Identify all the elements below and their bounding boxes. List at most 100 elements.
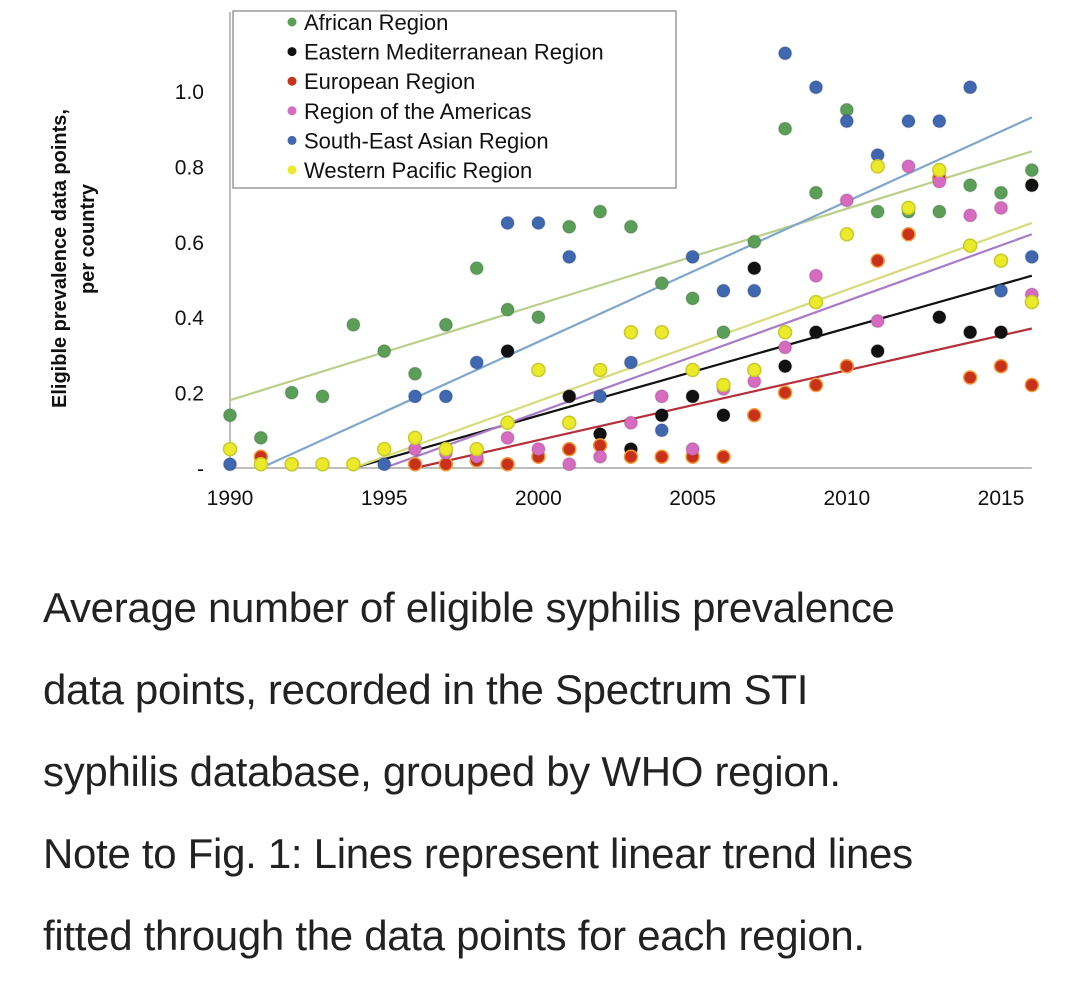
data-point	[561, 415, 577, 431]
legend-item-african-region: African Region	[287, 10, 448, 35]
data-point	[808, 294, 824, 310]
data-point	[623, 449, 639, 464]
data-point	[531, 441, 546, 457]
data-point	[747, 234, 762, 250]
y-axis-label-line-2: per country	[77, 183, 99, 294]
data-point	[962, 79, 978, 95]
y-tick-label: 0.2	[175, 383, 204, 406]
data-point	[654, 449, 670, 464]
data-point	[716, 283, 731, 299]
data-point	[685, 362, 700, 378]
legend-label: Western Pacific Region	[304, 158, 532, 183]
data-point	[222, 407, 238, 423]
data-point	[932, 309, 947, 325]
data-point	[253, 430, 269, 446]
data-point	[685, 441, 700, 457]
series-european-region	[253, 170, 1040, 472]
data-point	[407, 430, 423, 446]
legend-item-eastern-mediterranean-region: Eastern Mediterranean Region	[287, 40, 604, 65]
data-point	[777, 385, 793, 400]
data-point	[993, 358, 1009, 374]
axes	[229, 12, 1032, 469]
x-tick-labels: 1990 1995 2000 2005 2010 2015	[207, 487, 1025, 510]
x-tick-label: 1990	[207, 487, 254, 510]
data-point	[407, 366, 423, 381]
legend-box	[232, 10, 677, 189]
data-point	[932, 113, 947, 129]
data-point	[839, 358, 855, 374]
trend-line-european-region	[414, 327, 1033, 470]
y-axis-label: Eligible prevalence data points, per cou…	[49, 109, 99, 408]
data-point	[1024, 162, 1040, 178]
data-point	[747, 260, 762, 276]
data-point	[1024, 377, 1040, 393]
legend-label: Eastern Mediterranean Region	[304, 40, 604, 65]
legend-marker	[287, 106, 297, 116]
data-point	[839, 113, 855, 129]
data-point	[716, 449, 731, 464]
data-point	[222, 441, 238, 457]
legend-label: South-East Asian Region	[304, 128, 549, 153]
caption-line: syphilis database, grouped by WHO region…	[43, 748, 841, 795]
data-point	[438, 317, 454, 332]
data-point	[592, 389, 608, 404]
data-point	[962, 370, 978, 385]
data-point	[716, 325, 731, 340]
data-point	[962, 238, 978, 253]
series-south-east-asian-region	[222, 46, 1040, 472]
data-point	[808, 79, 824, 95]
data-point	[469, 260, 484, 276]
data-point	[623, 355, 639, 370]
y-tick-labels: - 0.2 0.4 0.6 0.8 1.0	[175, 81, 205, 481]
x-tick-label: 2005	[669, 487, 716, 510]
x-tick-label: 2000	[515, 487, 562, 510]
data-point	[531, 215, 546, 231]
data-point	[531, 309, 546, 325]
scatter-chart: Eligible prevalence data points, per cou…	[49, 10, 1040, 510]
legend-item-south-east-asian-region: South-East Asian Region	[287, 128, 549, 153]
data-point	[716, 377, 731, 393]
legend-marker	[287, 76, 297, 86]
legend-label: African Region	[304, 10, 448, 35]
trend-line-western-pacific-region	[352, 221, 1033, 470]
data-point	[315, 456, 330, 472]
data-point	[469, 355, 484, 370]
data-point	[500, 415, 515, 431]
legend-item-european-region: European Region	[287, 69, 475, 94]
x-tick-label: 1995	[361, 487, 408, 510]
data-point	[901, 159, 916, 174]
data-point	[346, 456, 361, 472]
data-point	[870, 313, 885, 329]
data-point	[561, 219, 577, 234]
data-point	[654, 325, 670, 340]
x-tick-label: 2015	[978, 487, 1025, 510]
data-point	[561, 441, 577, 457]
data-point	[870, 343, 885, 359]
data-point	[1024, 249, 1040, 265]
caption-line: fitted through the data points for each …	[43, 912, 865, 959]
data-point	[407, 456, 423, 472]
data-point	[777, 340, 793, 355]
caption-line: data points, recorded in the Spectrum ST…	[43, 666, 809, 713]
data-point	[808, 325, 824, 340]
data-point	[839, 193, 855, 208]
data-points	[222, 46, 1040, 472]
data-point	[623, 219, 639, 234]
data-point	[747, 283, 762, 299]
data-point	[500, 215, 515, 231]
legend-marker	[287, 47, 297, 57]
data-point	[777, 46, 793, 61]
data-point	[623, 325, 639, 340]
data-point	[870, 159, 885, 174]
data-point	[500, 302, 515, 317]
data-point	[376, 343, 392, 359]
data-point	[777, 121, 793, 136]
data-point	[253, 456, 269, 472]
data-point	[438, 389, 454, 404]
legend-marker	[287, 165, 297, 175]
figure-caption: Average number of eligible syphilis prev…	[43, 567, 1053, 977]
data-point	[808, 377, 824, 393]
data-point	[654, 389, 670, 404]
y-tick-label: 0.8	[175, 156, 204, 179]
data-point	[808, 185, 824, 201]
